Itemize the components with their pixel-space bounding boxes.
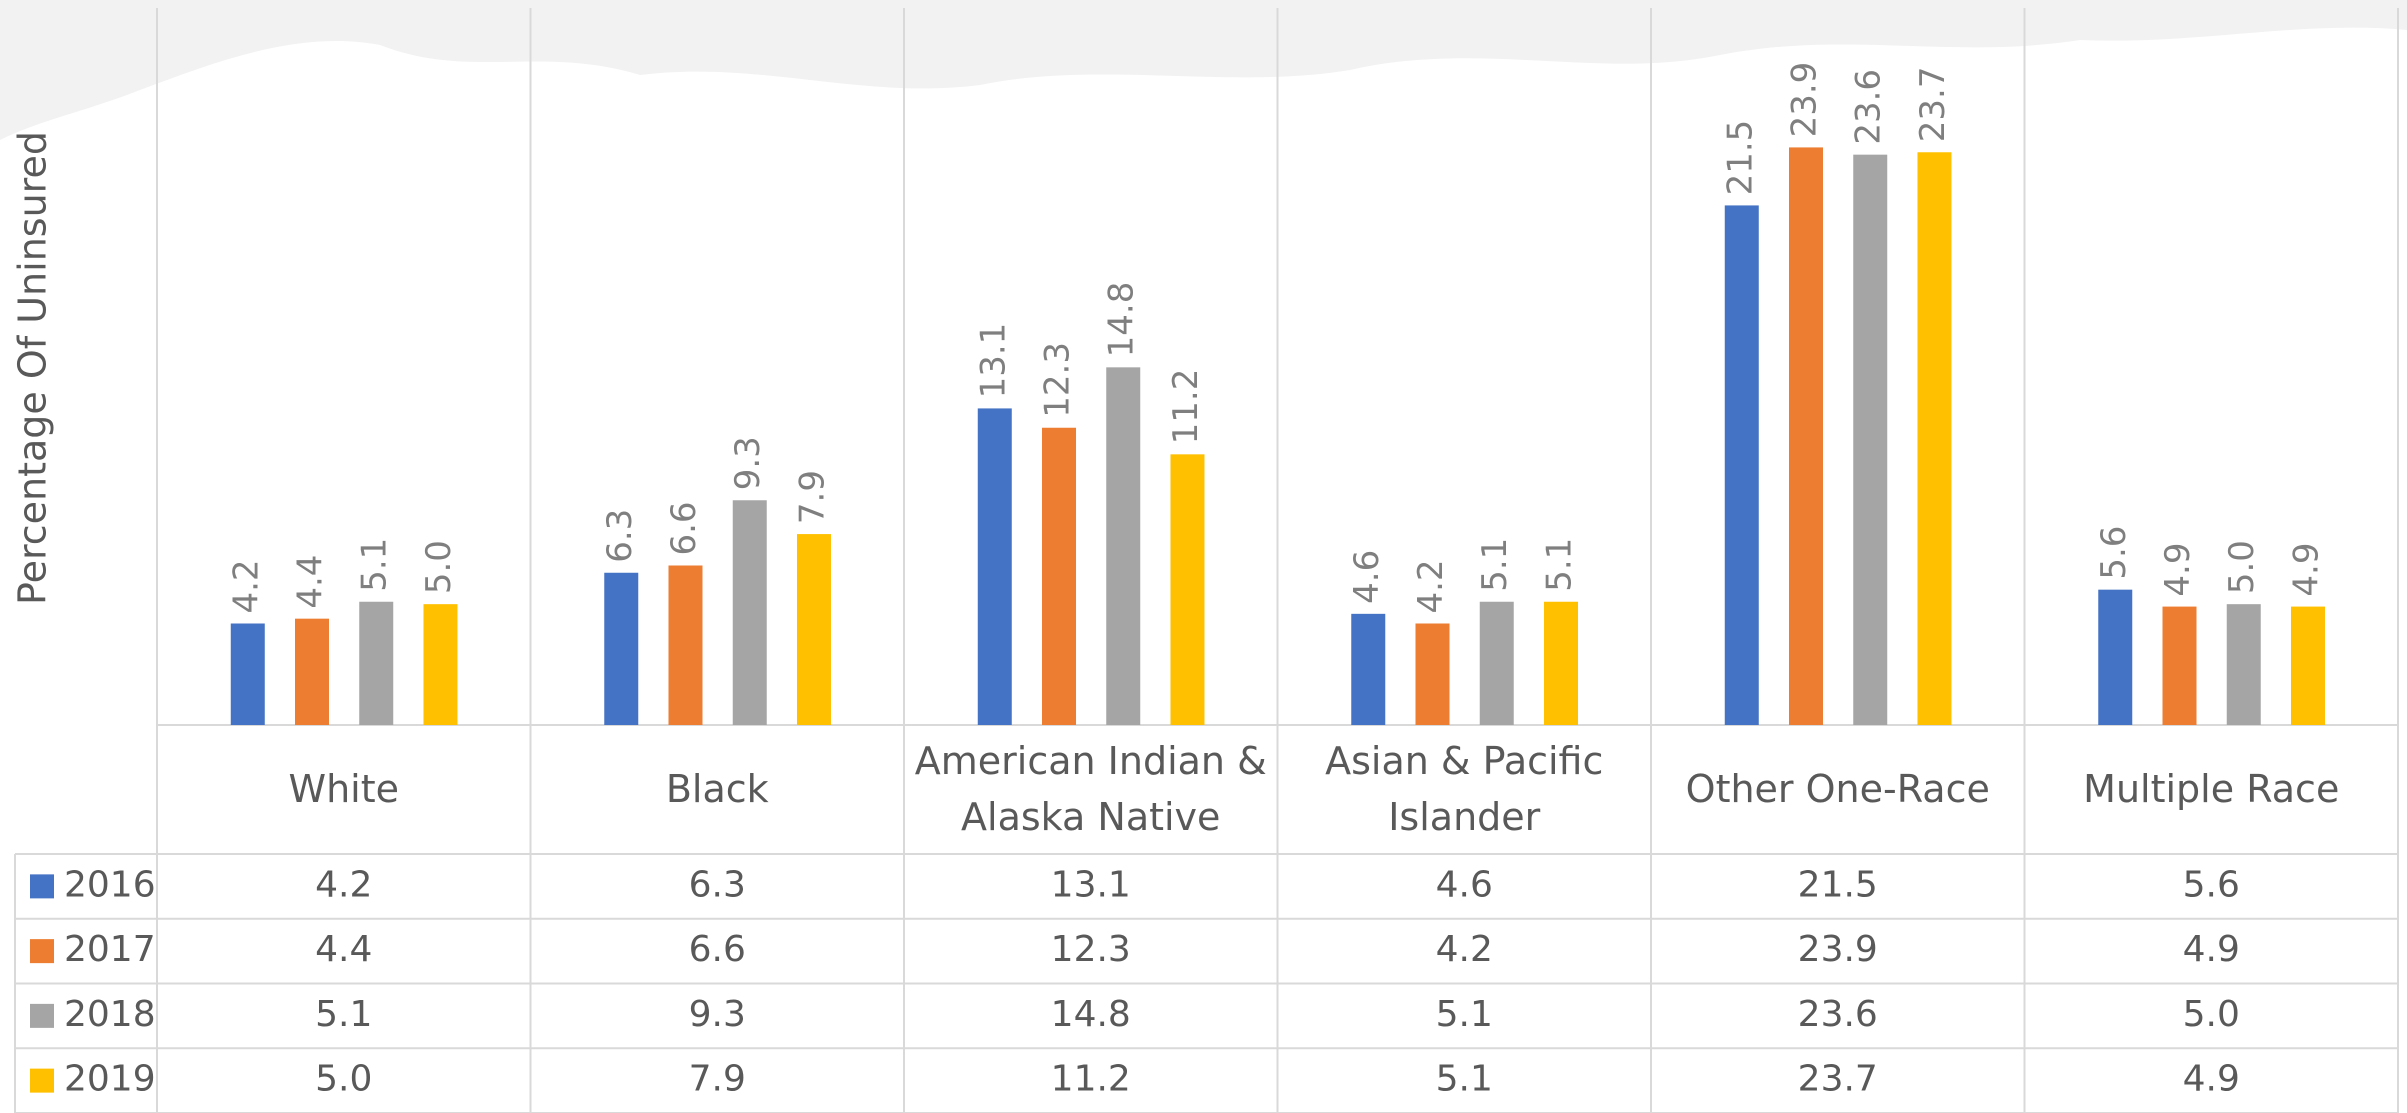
legend-swatch [30,939,54,963]
x-tick-label: Other One-Race [1651,725,2025,854]
table-cell: 21.5 [1798,864,1878,905]
chart-page: Percentage Of Uninsured 4.2 6.3 13.1 4.6 21.… [0,0,2407,1113]
data-label: 14.8 [1102,282,1142,358]
legend-label: 2018 [64,994,156,1035]
table-cell: 5.1 [1436,1059,1493,1100]
bar [1917,152,1951,725]
data-label: 5.1 [1539,538,1579,592]
table-cell: 5.0 [2183,994,2240,1035]
bar [1170,454,1204,725]
bar [733,500,767,725]
table-cell: 11.2 [1051,1059,1131,1100]
table-cell: 4.9 [2183,929,2240,970]
x-tick-label: American Indian & Alaska Native [904,725,1278,854]
data-label: 4.2 [226,559,266,613]
table-cell: 23.9 [1798,929,1878,970]
bar [1106,367,1140,725]
bar [359,602,393,725]
data-label: 5.1 [1475,538,1515,592]
bar [978,408,1012,725]
legend-swatch [30,1069,54,1093]
bar [423,604,457,725]
x-tick-label: Multiple Race [2025,725,2399,854]
bar [1725,205,1759,725]
table-cell: 9.3 [689,994,746,1035]
bar [1789,147,1823,725]
bar [1480,602,1514,725]
data-label: 5.1 [355,538,395,592]
background-decoration [0,0,2407,140]
table-cell: 4.4 [315,929,372,970]
data-label: 7.9 [792,470,832,524]
data-label: 5.0 [419,540,459,594]
bar [231,624,265,726]
table-cell: 4.6 [1436,864,1493,905]
bar [1042,428,1076,725]
data-label: 4.4 [291,555,331,609]
data-label: 5.6 [2094,526,2134,580]
x-tick-label: White [157,725,531,854]
table-cell: 4.2 [1436,929,1493,970]
bar [2163,607,2197,725]
legend-swatch [30,1004,54,1028]
legend-label: 2019 [64,1059,156,1100]
data-label: 9.3 [728,436,768,490]
data-label: 23.9 [1785,62,1825,138]
table-cell: 6.3 [689,864,746,905]
table-cell: 6.6 [689,929,746,970]
bar [1351,614,1385,725]
table-cell: 23.7 [1798,1059,1878,1100]
legend-label: 2017 [64,929,156,970]
bar [2291,607,2325,725]
table-cell: 5.6 [2183,864,2240,905]
chart: Percentage Of Uninsured 4.2 6.3 13.1 4.6 21.… [0,0,2407,1113]
table-cell: 5.0 [315,1059,372,1100]
data-label: 13.1 [973,323,1013,399]
data-label: 4.6 [1347,550,1387,604]
data-label: 23.7 [1913,67,1953,143]
bar [1853,155,1887,725]
bar [1544,602,1578,725]
table-cell: 23.6 [1798,994,1878,1035]
table-cell: 12.3 [1051,929,1131,970]
data-label: 4.9 [2158,543,2198,597]
bar [669,566,703,726]
table-cell: 14.8 [1051,994,1131,1035]
table-cell: 4.9 [2183,1059,2240,1100]
legend-swatch [30,874,54,898]
data-label: 4.2 [1411,559,1451,613]
table-cell: 7.9 [689,1059,746,1100]
legend-label: 2016 [64,864,156,905]
bar [295,619,329,725]
data-label: 4.9 [2286,543,2326,597]
data-label: 23.6 [1849,69,1889,145]
y-axis-title: Percentage Of Uninsured [11,131,55,605]
x-tick-label: Asian & Pacific Islander [1278,725,1652,854]
data-label: 12.3 [1038,342,1078,418]
data-label: 6.6 [664,501,704,555]
bar [1416,624,1450,726]
bar [2227,604,2261,725]
table-cell: 5.1 [315,994,372,1035]
table-cell: 5.1 [1436,994,1493,1035]
bar [604,573,638,725]
data-label: 5.0 [2222,540,2262,594]
table-cell: 4.2 [315,864,372,905]
data-label: 6.3 [600,509,640,563]
data-label: 11.2 [1166,369,1206,445]
x-tick-label: Black [531,725,905,854]
data-label: 21.5 [1720,120,1760,196]
table-cell: 13.1 [1051,864,1131,905]
bar [797,534,831,725]
bar [2098,590,2132,725]
